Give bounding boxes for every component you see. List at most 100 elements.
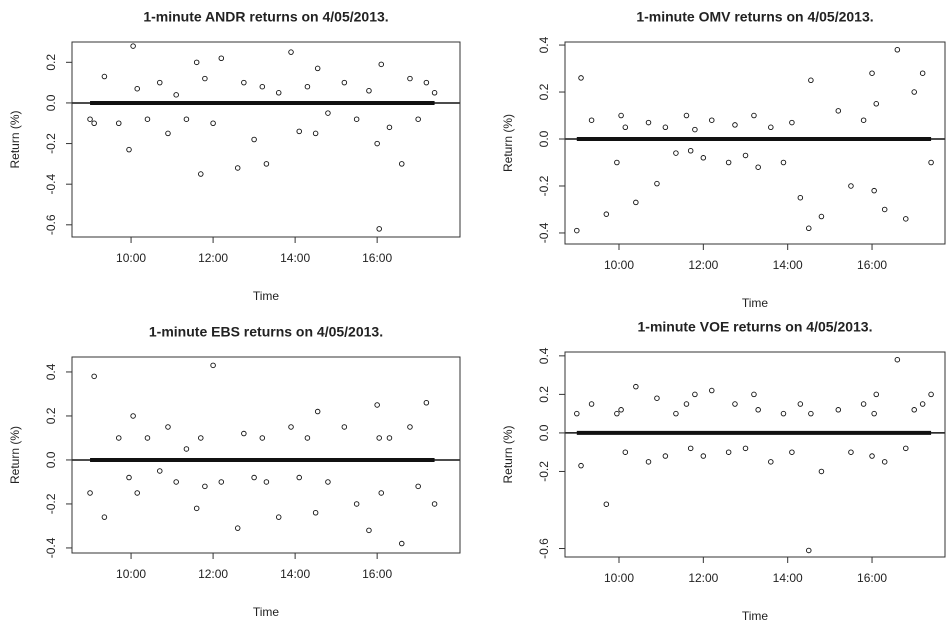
x-tick-label: 12:00 bbox=[198, 251, 228, 265]
x-tick-label: 10:00 bbox=[116, 567, 146, 581]
point bbox=[87, 116, 93, 122]
point bbox=[903, 445, 909, 452]
plot-frame bbox=[564, 41, 946, 245]
y-tick-label: 0.0 bbox=[537, 424, 551, 441]
point bbox=[288, 424, 294, 430]
y-tick-label: 0.2 bbox=[537, 386, 551, 403]
point bbox=[193, 59, 200, 66]
point bbox=[101, 73, 108, 80]
point bbox=[603, 211, 610, 217]
point bbox=[386, 124, 393, 131]
point bbox=[259, 435, 266, 441]
point bbox=[304, 83, 311, 90]
point bbox=[415, 116, 421, 122]
x-tick-label: 14:00 bbox=[280, 567, 310, 581]
point bbox=[210, 362, 216, 369]
y-tick-label: 0.2 bbox=[44, 54, 58, 71]
point bbox=[325, 479, 331, 485]
point bbox=[673, 410, 679, 417]
point bbox=[183, 446, 190, 452]
point bbox=[376, 226, 382, 232]
x-tick-label: 12:00 bbox=[688, 258, 718, 272]
point bbox=[871, 187, 877, 194]
point bbox=[202, 75, 208, 82]
point bbox=[919, 70, 926, 76]
point bbox=[700, 155, 707, 161]
point bbox=[835, 108, 842, 114]
y-tick-label: 0.2 bbox=[537, 83, 551, 100]
point bbox=[808, 77, 814, 84]
point bbox=[263, 479, 270, 485]
point bbox=[797, 194, 804, 201]
y-tick-label: 0.4 bbox=[537, 36, 551, 53]
x-tick-label: 10:00 bbox=[604, 571, 634, 585]
point bbox=[87, 490, 93, 496]
y-tick-label: -0.4 bbox=[537, 222, 551, 243]
x-tick-label: 14:00 bbox=[773, 571, 803, 585]
point bbox=[903, 216, 909, 222]
point bbox=[91, 373, 97, 380]
point bbox=[415, 483, 421, 490]
chart-title: 1-minute EBS returns on 4/05/2013. bbox=[149, 324, 383, 340]
point bbox=[304, 435, 311, 441]
point bbox=[808, 410, 814, 417]
x-tick-label: 16:00 bbox=[857, 571, 887, 585]
point bbox=[218, 479, 225, 485]
point bbox=[687, 445, 694, 452]
point bbox=[911, 89, 917, 95]
x-tick-label: 10:00 bbox=[116, 251, 146, 265]
y-tick-label: 0.4 bbox=[44, 363, 58, 380]
point bbox=[251, 474, 257, 481]
y-tick-label: -0.2 bbox=[537, 461, 551, 482]
plot-frame bbox=[71, 356, 461, 554]
point bbox=[928, 391, 934, 398]
point bbox=[894, 47, 901, 53]
point bbox=[353, 501, 360, 507]
y-axis-label: Return (%) bbox=[501, 114, 515, 172]
point bbox=[183, 116, 190, 122]
point bbox=[860, 117, 867, 123]
point bbox=[614, 410, 620, 417]
x-tick-label: 10:00 bbox=[604, 258, 634, 272]
x-tick-label: 12:00 bbox=[198, 567, 228, 581]
point bbox=[399, 540, 405, 547]
point bbox=[296, 474, 302, 481]
point bbox=[378, 490, 385, 496]
point bbox=[130, 413, 136, 419]
x-axis-label: Time bbox=[253, 289, 280, 303]
point bbox=[202, 483, 208, 490]
point bbox=[399, 161, 405, 167]
point bbox=[407, 75, 413, 82]
point bbox=[881, 206, 888, 213]
point bbox=[234, 525, 241, 531]
point bbox=[755, 407, 761, 413]
point bbox=[431, 90, 438, 96]
point bbox=[378, 61, 385, 68]
point bbox=[797, 401, 804, 407]
point bbox=[126, 146, 132, 153]
x-axis-label: Time bbox=[253, 605, 280, 619]
point bbox=[288, 49, 294, 55]
point bbox=[353, 116, 360, 122]
point bbox=[578, 75, 584, 81]
point bbox=[314, 65, 321, 72]
point bbox=[275, 90, 282, 96]
point bbox=[134, 490, 140, 496]
point bbox=[860, 401, 867, 407]
point bbox=[218, 55, 225, 62]
point bbox=[614, 159, 620, 166]
point bbox=[314, 408, 321, 415]
point bbox=[806, 225, 812, 232]
point bbox=[574, 227, 580, 234]
point bbox=[431, 501, 438, 507]
x-tick-label: 16:00 bbox=[362, 251, 392, 265]
point bbox=[919, 401, 926, 407]
point bbox=[376, 435, 382, 441]
y-axis-label: Return (%) bbox=[8, 426, 22, 484]
point bbox=[622, 449, 629, 455]
point bbox=[173, 479, 179, 485]
point bbox=[806, 547, 812, 554]
point bbox=[157, 79, 163, 86]
y-tick-label: 0.0 bbox=[537, 130, 551, 147]
point bbox=[588, 117, 595, 123]
